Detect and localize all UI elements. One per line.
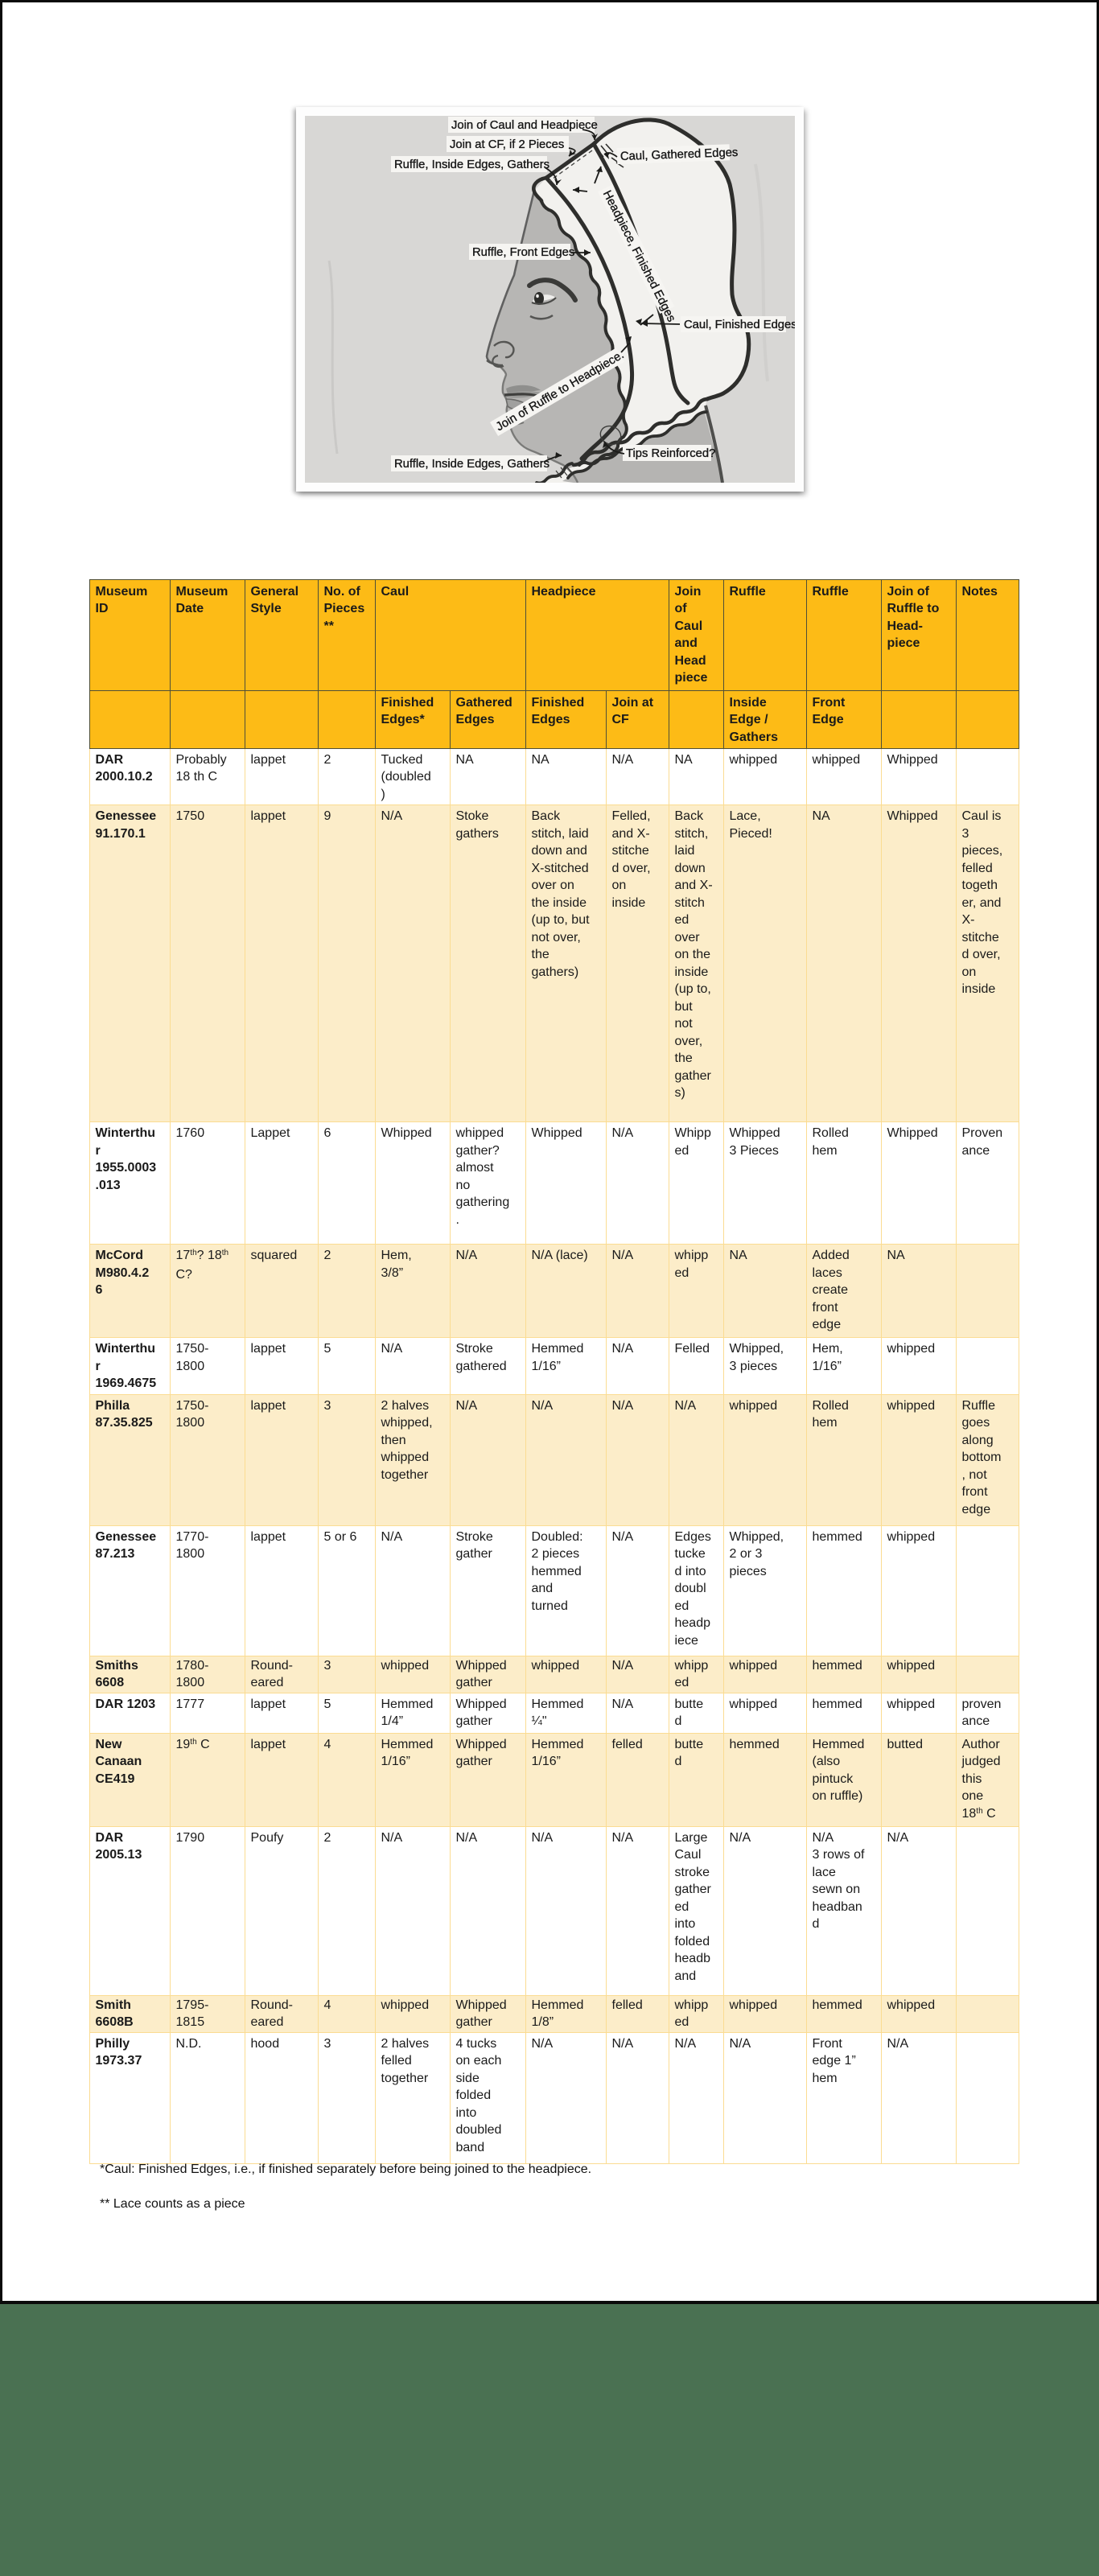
svg-text:Ruffle, Front Edges: Ruffle, Front Edges (472, 246, 574, 259)
svg-text:Ruffle, Inside Edges, Gathers: Ruffle, Inside Edges, Gathers (394, 458, 550, 471)
svg-text:Ruffle, Inside Edges, Gathers: Ruffle, Inside Edges, Gathers (394, 158, 550, 171)
svg-text:Join at CF, if 2 Pieces: Join at CF, if 2 Pieces (450, 138, 564, 151)
svg-text:Caul, Gathered Edges: Caul, Gathered Edges (620, 146, 739, 163)
svg-text:Caul, Finished Edges: Caul, Finished Edges (684, 319, 795, 331)
svg-text:Join of Caul and Headpiece: Join of Caul and Headpiece (451, 119, 598, 132)
svg-text:Tips Reinforced?: Tips Reinforced? (626, 447, 715, 460)
